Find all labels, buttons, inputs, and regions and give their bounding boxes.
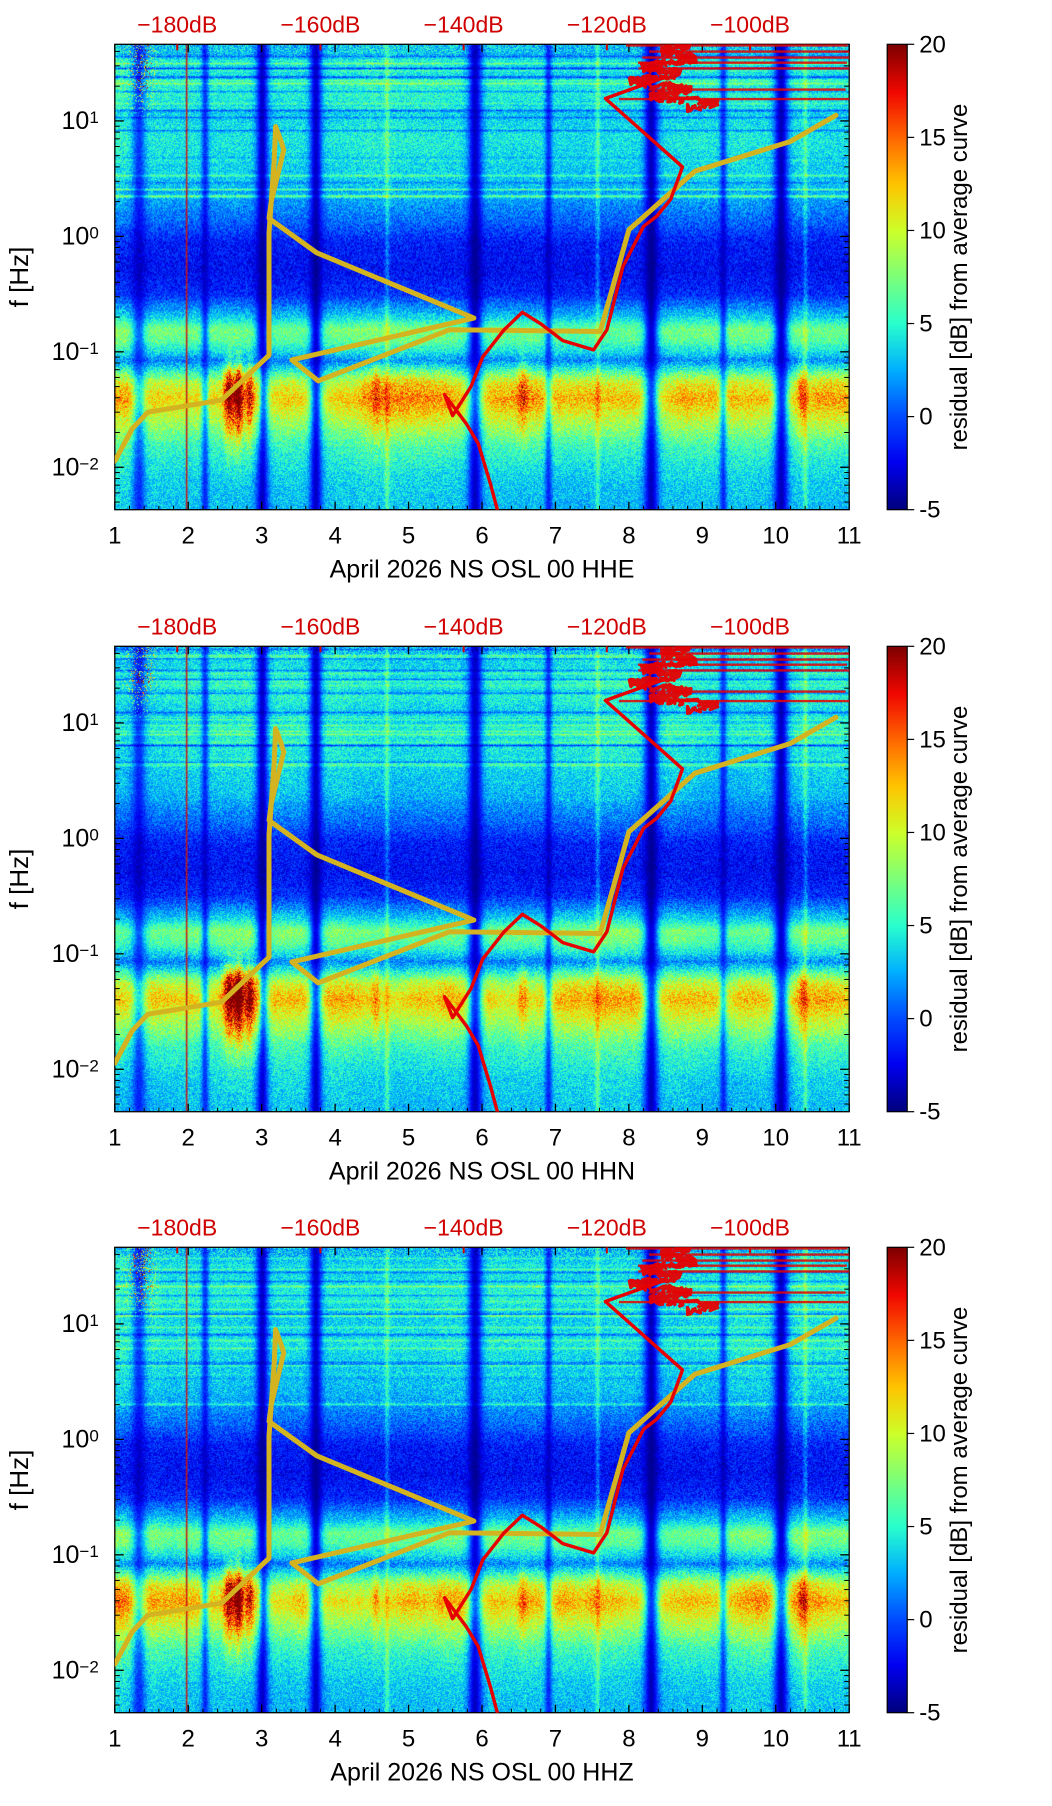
svg-text:4: 4 — [328, 523, 341, 550]
svg-text:−120dB: −120dB — [567, 613, 647, 639]
svg-text:101: 101 — [62, 1310, 99, 1338]
svg-text:15: 15 — [919, 1328, 946, 1355]
svg-text:6: 6 — [475, 523, 488, 550]
svg-text:8: 8 — [622, 1124, 635, 1151]
svg-text:−180dB: −180dB — [137, 11, 217, 37]
svg-text:5: 5 — [402, 1124, 415, 1151]
svg-text:−100dB: −100dB — [710, 11, 790, 37]
svg-text:10: 10 — [762, 1726, 789, 1753]
svg-text:3: 3 — [255, 523, 268, 550]
svg-text:residual [dB] from average cur: residual [dB] from average curve — [946, 1307, 973, 1654]
svg-text:9: 9 — [696, 1726, 709, 1753]
svg-text:1: 1 — [108, 523, 121, 550]
svg-text:−180dB: −180dB — [137, 613, 217, 639]
svg-text:−160dB: −160dB — [280, 1215, 360, 1241]
svg-text:April 2026 NS OSL 00 HHE: April 2026 NS OSL 00 HHE — [330, 556, 635, 584]
svg-text:8: 8 — [622, 523, 635, 550]
svg-text:−180dB: −180dB — [137, 1215, 217, 1241]
svg-text:7: 7 — [549, 1726, 562, 1753]
svg-text:5: 5 — [919, 311, 932, 338]
svg-text:4: 4 — [328, 1124, 341, 1151]
svg-text:f [Hz]: f [Hz] — [4, 1450, 34, 1511]
svg-text:3: 3 — [255, 1124, 268, 1151]
svg-text:−120dB: −120dB — [567, 1215, 647, 1241]
svg-text:10: 10 — [762, 523, 789, 550]
svg-text:20: 20 — [919, 31, 946, 58]
svg-text:5: 5 — [919, 1514, 932, 1541]
svg-text:0: 0 — [919, 1005, 932, 1032]
svg-text:−140dB: −140dB — [424, 613, 504, 639]
svg-text:1: 1 — [108, 1124, 121, 1151]
svg-text:10: 10 — [919, 819, 946, 846]
svg-text:−100dB: −100dB — [710, 1215, 790, 1241]
svg-text:100: 100 — [62, 222, 99, 250]
svg-text:7: 7 — [549, 523, 562, 550]
svg-text:6: 6 — [475, 1124, 488, 1151]
svg-text:5: 5 — [919, 912, 932, 939]
svg-text:0: 0 — [919, 1607, 932, 1634]
svg-text:10−2: 10−2 — [52, 1657, 99, 1685]
svg-text:−140dB: −140dB — [424, 11, 504, 37]
svg-text:April 2026 NS OSL 00 HHZ: April 2026 NS OSL 00 HHZ — [330, 1759, 633, 1787]
svg-text:10: 10 — [919, 217, 946, 244]
svg-text:residual [dB] from average cur: residual [dB] from average curve — [946, 104, 973, 451]
svg-text:1: 1 — [108, 1726, 121, 1753]
svg-text:10: 10 — [919, 1421, 946, 1448]
svg-text:5: 5 — [402, 523, 415, 550]
svg-text:-5: -5 — [919, 497, 940, 524]
svg-text:2: 2 — [182, 1124, 195, 1151]
svg-text:6: 6 — [475, 1726, 488, 1753]
svg-text:11: 11 — [837, 1726, 862, 1753]
svg-text:101: 101 — [62, 107, 99, 135]
svg-text:4: 4 — [328, 1726, 341, 1753]
svg-text:5: 5 — [402, 1726, 415, 1753]
svg-text:15: 15 — [919, 726, 946, 753]
svg-text:10−2: 10−2 — [52, 453, 99, 481]
svg-text:3: 3 — [255, 1726, 268, 1753]
svg-text:20: 20 — [919, 1235, 946, 1262]
svg-text:−120dB: −120dB — [567, 11, 647, 37]
svg-text:April 2026 NS OSL 00 HHN: April 2026 NS OSL 00 HHN — [329, 1157, 635, 1185]
svg-text:9: 9 — [696, 1124, 709, 1151]
svg-text:-5: -5 — [919, 1700, 940, 1727]
svg-text:10−1: 10−1 — [52, 940, 99, 968]
svg-text:15: 15 — [919, 124, 946, 151]
svg-text:0: 0 — [919, 404, 932, 431]
svg-text:-5: -5 — [919, 1098, 940, 1125]
svg-text:101: 101 — [62, 709, 99, 737]
svg-text:11: 11 — [837, 1124, 862, 1151]
svg-text:2: 2 — [182, 523, 195, 550]
svg-text:−160dB: −160dB — [280, 11, 360, 37]
svg-text:f [Hz]: f [Hz] — [4, 247, 34, 308]
svg-text:f [Hz]: f [Hz] — [4, 848, 34, 909]
svg-text:7: 7 — [549, 1124, 562, 1151]
svg-text:−140dB: −140dB — [424, 1215, 504, 1241]
svg-text:8: 8 — [622, 1726, 635, 1753]
svg-text:2: 2 — [182, 1726, 195, 1753]
svg-text:10−1: 10−1 — [52, 1541, 99, 1569]
svg-text:10−1: 10−1 — [52, 338, 99, 366]
svg-text:−160dB: −160dB — [280, 613, 360, 639]
svg-text:100: 100 — [62, 824, 99, 852]
svg-text:10−2: 10−2 — [52, 1055, 99, 1083]
svg-text:9: 9 — [696, 523, 709, 550]
svg-text:−100dB: −100dB — [710, 613, 790, 639]
svg-text:100: 100 — [62, 1426, 99, 1454]
svg-text:10: 10 — [762, 1124, 789, 1151]
svg-text:20: 20 — [919, 633, 946, 660]
svg-text:residual [dB] from average cur: residual [dB] from average curve — [946, 705, 973, 1052]
svg-text:11: 11 — [837, 523, 862, 550]
